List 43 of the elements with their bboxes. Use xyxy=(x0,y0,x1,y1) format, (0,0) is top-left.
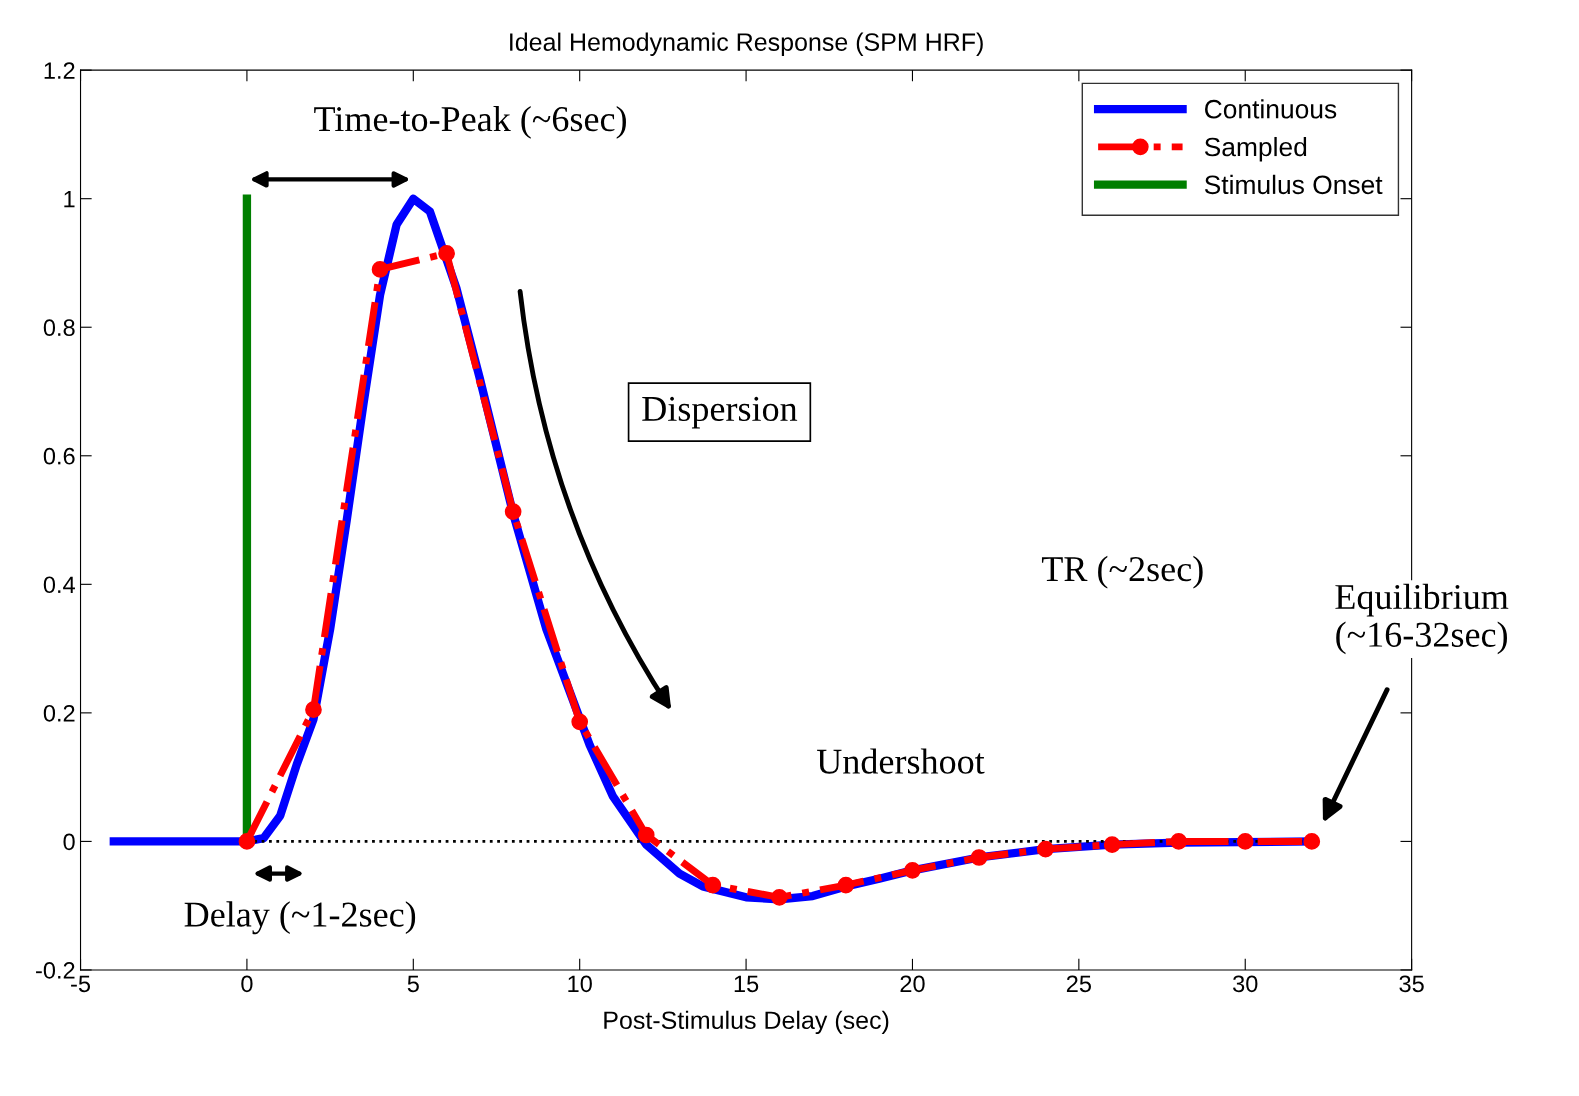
x-tick-label: 10 xyxy=(568,975,592,993)
y-tick-label: 1 xyxy=(64,191,75,208)
annotation: Undershoot xyxy=(816,748,985,774)
y-tick-label: 0.8 xyxy=(43,319,75,337)
legend-label: Sampled xyxy=(1204,136,1307,162)
annotation: TR (~2sec) xyxy=(1041,555,1203,589)
annotation: Equilibrium (~16-32sec) xyxy=(1335,583,1509,655)
y-tick-label: 0.2 xyxy=(43,704,75,722)
point xyxy=(1236,833,1254,850)
y-tick-label: 0.6 xyxy=(43,447,75,465)
x-tick-label: 30 xyxy=(1233,975,1258,993)
point xyxy=(438,244,455,262)
annotation: Time-to-Peak (~6sec) xyxy=(314,105,626,139)
point xyxy=(504,503,522,521)
legend-label: Continuous xyxy=(1205,99,1337,119)
point xyxy=(371,261,389,278)
point xyxy=(970,849,988,866)
x-tick-label: 5 xyxy=(407,975,419,993)
annotation: Delay (~1-2sec) xyxy=(184,901,416,935)
chart-title: Ideal Hemodynamic Response (SPM HRF) xyxy=(510,32,983,56)
point xyxy=(771,888,788,906)
x-tick-label: 15 xyxy=(734,975,759,993)
x-tick-label: 25 xyxy=(1066,975,1091,993)
point xyxy=(238,833,256,850)
y-tick-label: 1.2 xyxy=(44,62,75,79)
point xyxy=(704,876,722,894)
point xyxy=(637,826,655,844)
y-tick-label: 0.4 xyxy=(43,576,75,594)
x-tick-label: 20 xyxy=(900,975,925,993)
legend-label: Stimulus Onset xyxy=(1204,174,1383,195)
point xyxy=(305,701,322,718)
point xyxy=(904,862,921,879)
point xyxy=(1037,840,1054,858)
point xyxy=(1170,833,1188,850)
x-axis-title: Post-Stimulus Delay (sec) xyxy=(604,1010,889,1035)
point xyxy=(1103,836,1121,853)
point xyxy=(837,876,855,894)
point xyxy=(571,713,589,731)
annotation: Dispersion xyxy=(642,396,798,429)
x-tick-label: 35 xyxy=(1399,975,1424,993)
point xyxy=(1303,833,1321,850)
x-tick-label: 0 xyxy=(241,975,253,993)
y-tick-label: 0 xyxy=(63,833,75,851)
